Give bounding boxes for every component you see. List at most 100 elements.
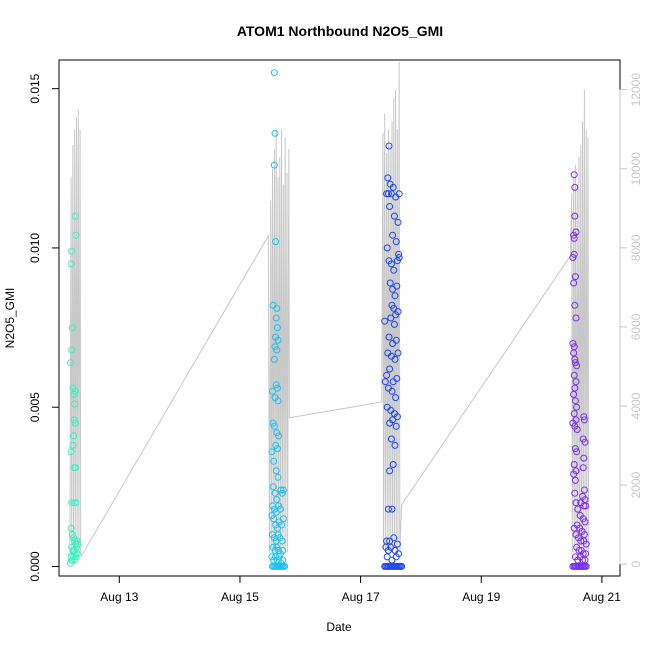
y-tick-label: 0.010 <box>28 233 42 263</box>
data-point <box>385 142 393 150</box>
y2-tick-label: 10000 <box>629 152 643 186</box>
data-point <box>274 397 282 405</box>
data-point <box>71 419 79 427</box>
y-tick-label: 0.000 <box>28 551 42 581</box>
data-point <box>386 467 394 475</box>
data-point <box>398 562 406 570</box>
data-point <box>569 254 577 261</box>
data-point <box>389 183 397 191</box>
y2-tick-label: 6000 <box>629 313 643 340</box>
data-point <box>393 375 401 382</box>
x-tick-label: Aug 13 <box>100 590 138 604</box>
data-point <box>570 250 578 258</box>
data-point <box>571 301 579 309</box>
x-tick-label: Aug 19 <box>462 590 500 604</box>
data-point <box>269 419 277 427</box>
x-tick-label: Aug 15 <box>221 590 259 604</box>
data-point <box>67 448 75 456</box>
x-axis-label: Date <box>326 620 352 634</box>
data-point <box>570 390 578 398</box>
data-point <box>383 244 391 252</box>
data-point <box>574 505 582 513</box>
data-point <box>388 505 396 513</box>
data-point <box>270 515 278 523</box>
data-point <box>67 524 75 532</box>
data-point <box>67 359 74 367</box>
data-point <box>394 349 402 357</box>
data-point <box>277 486 285 494</box>
data-point <box>569 340 577 347</box>
data-point <box>279 547 287 554</box>
data-point <box>72 231 80 239</box>
data-point <box>572 314 580 322</box>
data-point <box>570 171 578 179</box>
data-point <box>71 464 79 472</box>
data-point <box>581 518 589 526</box>
data-point <box>570 470 578 478</box>
data-point <box>395 254 403 261</box>
data-point <box>68 556 76 564</box>
data-point <box>389 416 397 424</box>
data-point <box>388 387 396 395</box>
data-point <box>572 378 580 386</box>
y-tick-label: 0.015 <box>28 73 42 103</box>
data-point <box>73 550 81 558</box>
data-point <box>581 438 589 446</box>
data-point <box>395 190 403 198</box>
data-point <box>278 521 286 529</box>
data-point <box>74 540 82 548</box>
x-tick-label: Aug 21 <box>583 590 621 604</box>
data-point <box>394 218 402 226</box>
data-point <box>571 212 579 220</box>
plot-area <box>67 61 590 570</box>
data-point <box>579 464 587 472</box>
data-point <box>390 212 398 220</box>
data-point <box>274 473 282 481</box>
data-point <box>274 336 282 344</box>
data-point <box>71 400 79 408</box>
data-point <box>387 314 395 322</box>
data-point <box>386 203 394 210</box>
data-point <box>70 390 78 398</box>
data-point <box>67 559 74 567</box>
data-point <box>381 378 389 386</box>
data-point <box>275 432 283 440</box>
y2-tick-label: 8000 <box>629 234 643 261</box>
data-point <box>580 454 588 462</box>
data-point <box>270 69 278 77</box>
data-point <box>71 212 79 220</box>
data-point <box>570 524 578 532</box>
data-point <box>580 413 588 421</box>
data-point <box>571 183 579 191</box>
data-point <box>273 496 281 504</box>
data-point <box>271 489 279 497</box>
data-point <box>571 476 579 484</box>
data-point <box>571 489 579 497</box>
data-point <box>573 426 581 433</box>
data-point <box>273 445 281 453</box>
data-point <box>271 129 279 137</box>
data-point <box>383 371 391 379</box>
data-point <box>69 441 77 449</box>
data-point <box>68 499 76 507</box>
y-tick-label: 0.005 <box>28 392 42 422</box>
data-point <box>573 362 581 370</box>
data-point <box>582 502 590 510</box>
data-point <box>571 355 579 363</box>
data-point <box>278 489 286 497</box>
data-point <box>70 416 78 424</box>
data-point <box>384 174 392 182</box>
data-point <box>273 304 281 312</box>
data-point <box>273 384 281 392</box>
data-point <box>279 486 287 494</box>
data-point <box>270 422 278 430</box>
data-point <box>392 394 400 402</box>
data-point <box>72 499 80 507</box>
data-point <box>580 486 588 494</box>
data-point <box>571 397 579 405</box>
data-point <box>390 266 398 274</box>
data-point <box>571 445 579 453</box>
data-point <box>570 371 578 379</box>
data-point <box>572 228 580 236</box>
